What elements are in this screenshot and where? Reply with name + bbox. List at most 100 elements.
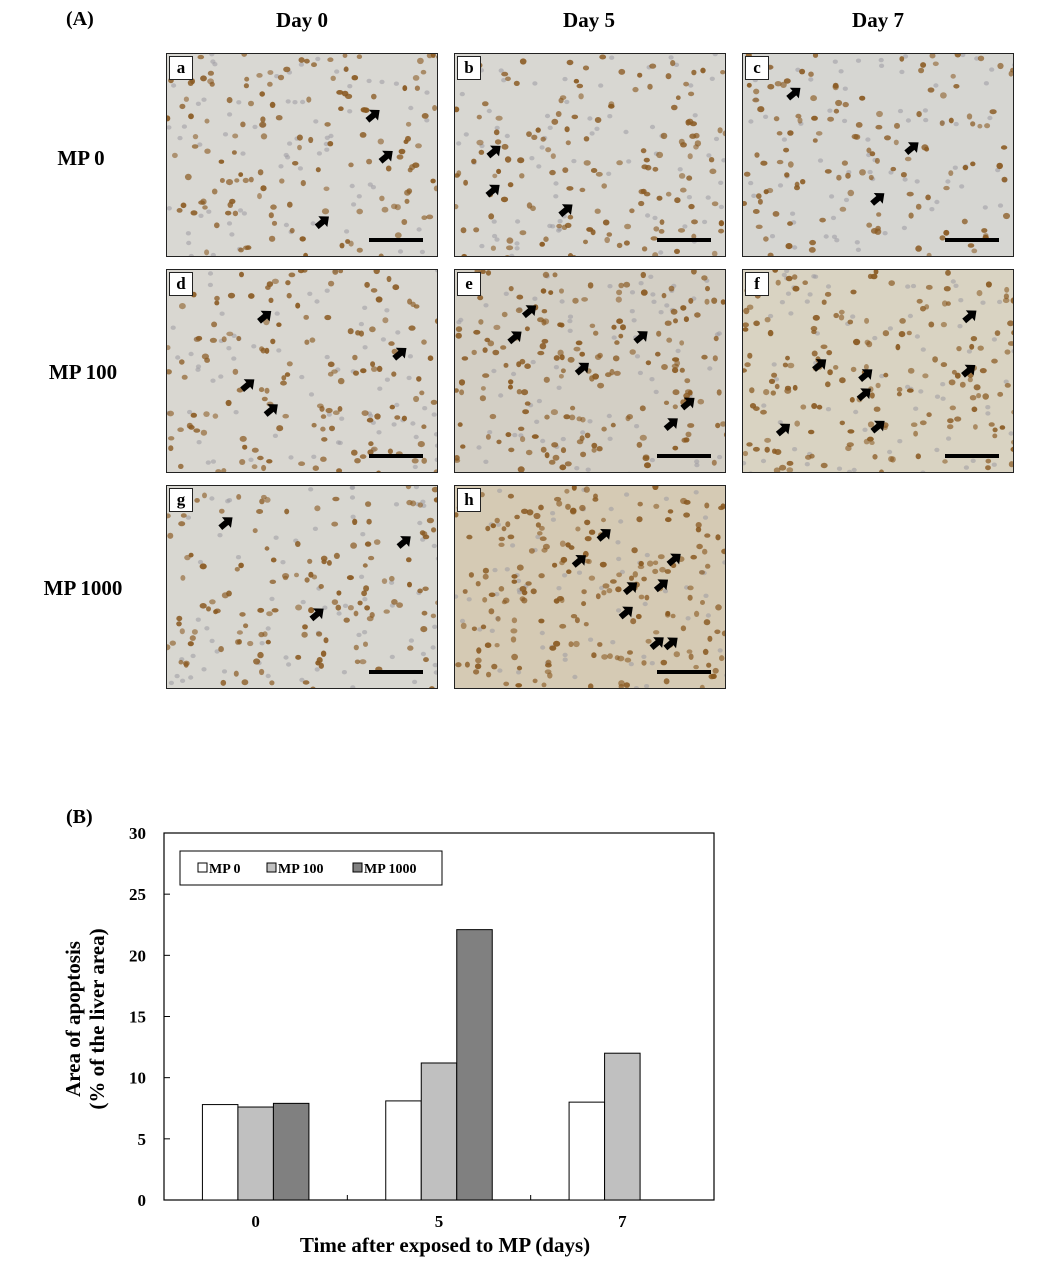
background-nucleus [940,396,946,401]
background-nucleus [206,209,212,214]
stained-nucleus [396,154,404,160]
background-nucleus [188,351,194,357]
stained-nucleus [976,290,983,297]
background-nucleus [406,375,412,381]
background-nucleus [550,511,556,516]
stained-nucleus [601,426,607,432]
background-nucleus [645,213,651,218]
stained-nucleus [211,188,218,195]
background-nucleus [920,470,926,472]
stained-nucleus [883,372,889,378]
stained-nucleus [476,114,482,120]
background-nucleus [175,355,181,360]
stained-nucleus [867,436,874,442]
background-nucleus [887,326,893,331]
stained-nucleus [524,326,530,332]
stained-nucleus [691,270,697,275]
stained-nucleus [579,187,586,193]
arrow-icon [663,637,678,651]
background-nucleus [432,624,437,629]
stained-nucleus [588,529,596,535]
arrow-icon [666,553,681,567]
stained-nucleus [221,336,227,343]
stained-nucleus [559,354,565,361]
background-nucleus [458,317,464,323]
background-nucleus [564,99,570,105]
stained-nucleus [657,554,665,560]
stained-nucleus [338,106,344,111]
tissue-texture [743,270,1013,472]
stained-nucleus [767,252,774,256]
background-nucleus [324,354,330,360]
stained-nucleus [297,270,305,274]
arrow-icon [558,204,573,218]
stained-nucleus [526,202,533,209]
stained-nucleus [258,631,265,638]
stained-nucleus [839,420,845,426]
stained-nucleus [238,562,244,569]
stained-nucleus [335,604,342,611]
stained-nucleus [859,169,866,176]
background-nucleus [607,114,613,119]
arrow-icon [663,418,678,431]
background-nucleus [504,133,510,139]
stained-nucleus [694,140,702,147]
stained-nucleus [252,528,258,534]
stained-nucleus [361,590,367,597]
stained-nucleus [533,512,541,520]
stained-nucleus [812,54,819,58]
background-nucleus [562,76,568,82]
stained-nucleus [431,527,437,533]
background-nucleus [991,462,997,467]
background-nucleus [808,77,814,82]
stained-nucleus [421,610,428,616]
stained-nucleus [295,302,301,309]
stained-nucleus [251,464,258,470]
stained-nucleus [701,354,708,360]
stained-nucleus [259,91,265,97]
background-nucleus [494,125,500,131]
stained-nucleus [746,304,754,310]
stained-nucleus [631,547,638,554]
stained-nucleus [294,572,299,578]
stained-nucleus [343,617,350,623]
arrow-icon [775,423,791,437]
background-nucleus [934,394,941,399]
arrow-icon [812,359,827,372]
stained-nucleus [850,289,857,295]
background-nucleus [358,321,364,327]
background-nucleus [878,57,884,63]
stained-nucleus [846,442,854,447]
tissue-texture [167,54,437,256]
stained-nucleus [257,651,264,659]
stained-nucleus [485,270,492,276]
stained-nucleus [816,404,823,410]
background-nucleus [556,385,562,390]
background-nucleus [862,427,868,432]
stained-nucleus [787,130,794,136]
background-nucleus [718,180,724,185]
stained-nucleus [632,571,638,578]
background-nucleus [686,195,692,200]
stained-nucleus [388,341,395,346]
stained-nucleus [910,422,918,427]
background-nucleus [417,520,423,526]
stained-nucleus [507,182,514,188]
micrograph-c: c [742,53,1014,257]
stained-nucleus [744,362,751,368]
stained-nucleus [711,201,719,207]
background-nucleus [235,555,242,560]
stained-nucleus [694,312,701,318]
background-nucleus [491,219,497,224]
stained-nucleus [942,459,948,464]
background-nucleus [307,291,313,296]
background-nucleus [288,455,294,460]
stained-nucleus [545,147,552,153]
stained-nucleus [500,345,507,350]
background-nucleus [607,284,613,289]
stained-nucleus [599,54,607,60]
background-nucleus [717,454,723,460]
stained-nucleus [526,509,534,516]
stained-nucleus [178,521,186,527]
stained-nucleus [797,117,803,124]
